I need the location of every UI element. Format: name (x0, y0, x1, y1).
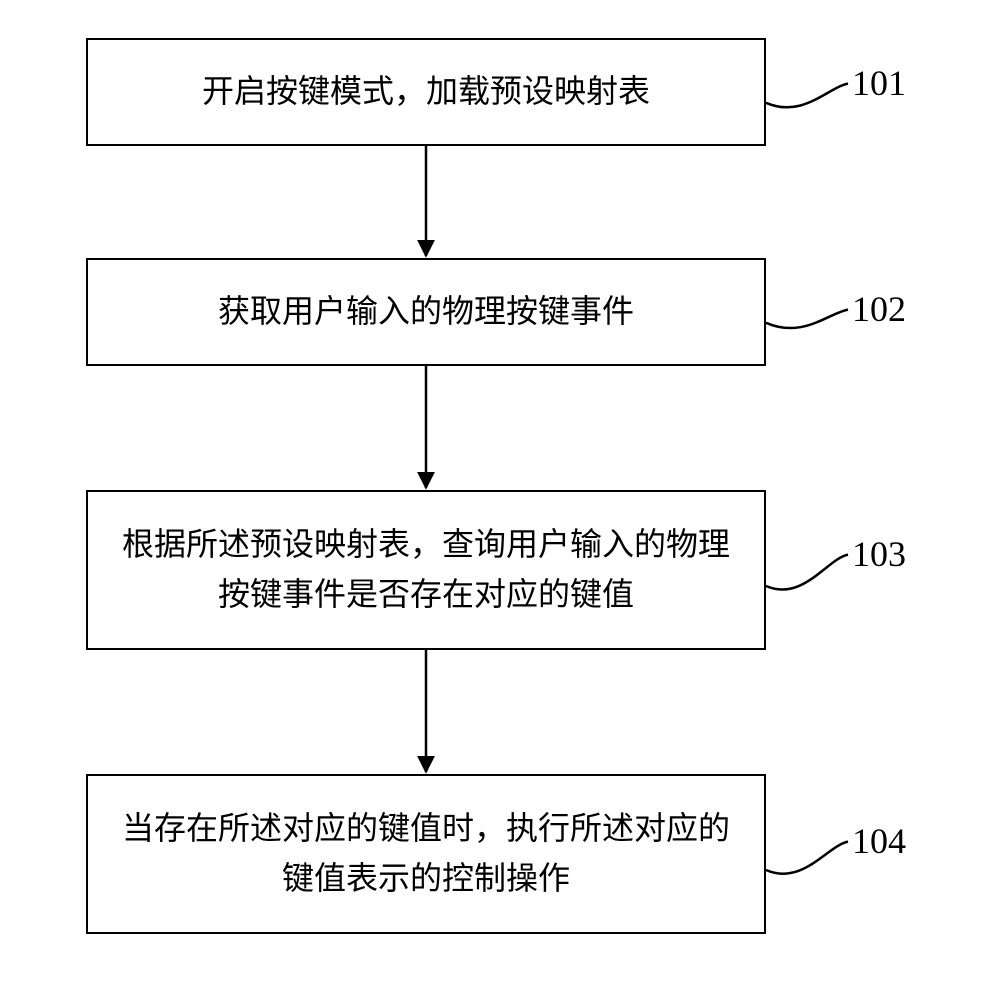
step-label-102: 102 (852, 288, 906, 330)
flow-node-text: 当存在所述对应的键值时，执行所述对应的键值表示的控制操作 (108, 804, 744, 903)
flow-node-n4: 当存在所述对应的键值时，执行所述对应的键值表示的控制操作 (86, 774, 766, 934)
connector-n4-l4 (766, 842, 848, 874)
flowchart-canvas: 开启按键模式，加载预设映射表获取用户输入的物理按键事件根据所述预设映射表，查询用… (0, 0, 996, 1000)
connector-n3-l3 (766, 555, 848, 590)
step-label-101: 101 (852, 62, 906, 104)
connector-n1-l1 (766, 84, 848, 108)
flow-node-n2: 获取用户输入的物理按键事件 (86, 258, 766, 366)
flow-node-n1: 开启按键模式，加载预设映射表 (86, 38, 766, 146)
connector-n2-l2 (766, 310, 848, 328)
flow-node-text: 获取用户输入的物理按键事件 (218, 287, 634, 337)
flow-node-text: 开启按键模式，加载预设映射表 (202, 67, 650, 117)
step-label-104: 104 (852, 820, 906, 862)
flow-node-text: 根据所述预设映射表，查询用户输入的物理按键事件是否存在对应的键值 (108, 520, 744, 619)
step-label-103: 103 (852, 533, 906, 575)
flow-node-n3: 根据所述预设映射表，查询用户输入的物理按键事件是否存在对应的键值 (86, 490, 766, 650)
